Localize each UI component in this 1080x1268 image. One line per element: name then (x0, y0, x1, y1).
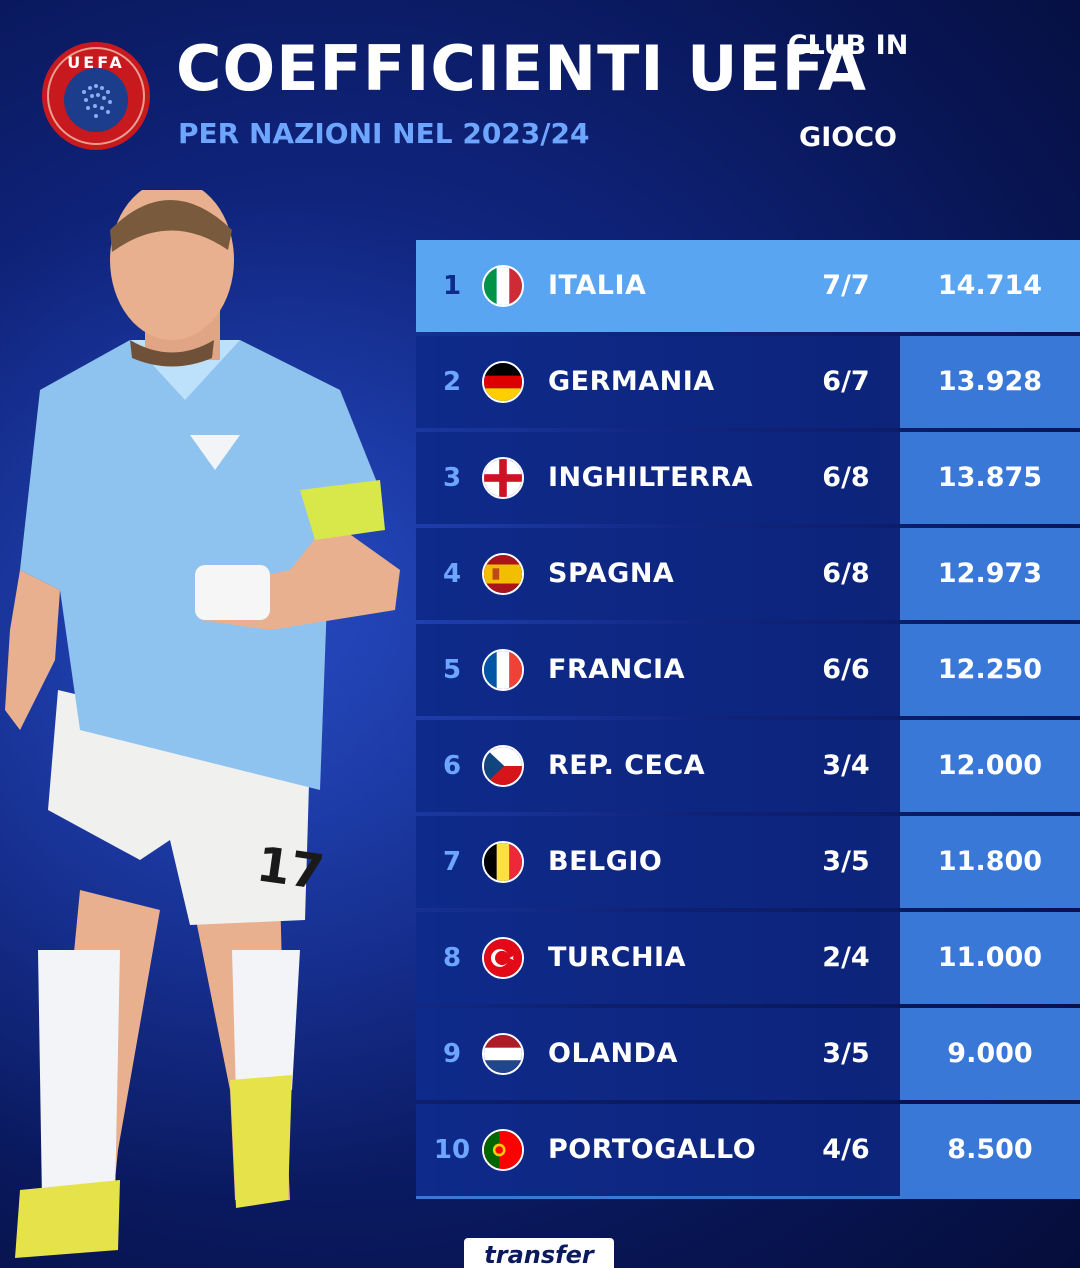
points-value: 11.800 (937, 846, 1043, 877)
clubs-in-play: 7/7 (822, 270, 870, 301)
portugal-flag-icon (482, 1129, 524, 1171)
svg-text:17: 17 (253, 836, 327, 901)
clubs-in-play: 3/4 (822, 750, 870, 781)
player-illustration: 17 (5, 190, 400, 1258)
england-flag-icon (482, 457, 524, 499)
points-cell-bg (900, 624, 1080, 716)
table-row: 7 BELGIO 3/5 11.800 (416, 816, 1080, 908)
points-value: 13.928 (937, 366, 1043, 397)
points-value: 14.714 (937, 270, 1043, 301)
rank-number: 2 (442, 367, 462, 397)
page-title: COEFFICIENTI UEFA (176, 32, 868, 105)
rank-number: 6 (442, 751, 462, 781)
spain-flag-icon (482, 553, 524, 595)
clubs-in-play: 6/8 (822, 558, 870, 589)
points-value: 11.000 (937, 942, 1043, 973)
column-header-clubs: CLUB IN GIOCO (787, 30, 909, 153)
country-name: ITALIA (548, 270, 647, 301)
germany-flag-icon (482, 361, 524, 403)
country-name: INGHILTERRA (548, 462, 754, 493)
table-row: 2 GERMANIA 6/7 13.928 (416, 336, 1080, 428)
rank-number: 8 (442, 943, 462, 973)
points-value: 13.875 (937, 462, 1043, 493)
table-row: 4 SPAGNA 6/8 12.973 (416, 528, 1080, 620)
uefa-logo: UEFA (42, 42, 150, 150)
table-row: 3 INGHILTERRA 6/8 13.875 (416, 432, 1080, 524)
france-flag-icon (482, 649, 524, 691)
country-name: TURCHIA (548, 942, 686, 973)
table-row: 9 OLANDA 3/5 9.000 (416, 1008, 1080, 1100)
points-value: 9.000 (947, 1038, 1033, 1069)
country-name: REP. CECA (548, 750, 706, 781)
table-row: 6 REP. CECA 3/4 12.000 (416, 720, 1080, 812)
points-value: 12.000 (937, 750, 1043, 781)
page-subtitle: PER NAZIONI NEL 2023/24 (178, 117, 590, 150)
clubs-in-play: 3/5 (822, 1038, 870, 1069)
points-cell-bg (900, 336, 1080, 428)
country-name: FRANCIA (548, 654, 685, 685)
belgium-flag-icon (482, 841, 524, 883)
rank-number: 7 (442, 847, 462, 877)
rank-number: 10 (433, 1135, 471, 1165)
country-name: PORTOGALLO (548, 1134, 757, 1165)
country-name: OLANDA (548, 1038, 678, 1069)
clubs-in-play: 6/6 (822, 654, 870, 685)
points-value: 8.500 (947, 1134, 1033, 1165)
country-name: SPAGNA (548, 558, 675, 589)
ranking-table: 1 ITALIA 7/7 14.714 2 GERMANIA 6/7 13.928 3 INGHI… (416, 240, 1080, 1200)
clubs-in-play: 6/7 (822, 366, 870, 397)
clubs-in-play: 2/4 (822, 942, 870, 973)
points-cell-bg (900, 816, 1080, 908)
table-row: 8 TURCHIA 2/4 11.000 (416, 912, 1080, 1004)
rank-number: 4 (442, 559, 462, 589)
points-cell-bg (900, 432, 1080, 524)
table-bottom-rule (416, 1196, 1080, 1199)
points-value: 12.250 (937, 654, 1043, 685)
country-name: GERMANIA (548, 366, 715, 397)
italy-flag-icon (482, 265, 524, 307)
country-name: BELGIO (548, 846, 663, 877)
points-cell-bg (900, 720, 1080, 812)
rank-number: 3 (442, 463, 462, 493)
rank-number: 9 (442, 1039, 462, 1069)
logo-text: UEFA (67, 53, 124, 72)
table-row: 5 FRANCIA 6/6 12.250 (416, 624, 1080, 716)
clubs-in-play: 3/5 (822, 846, 870, 877)
points-cell-bg (900, 1104, 1080, 1196)
points-cell-bg (900, 912, 1080, 1004)
table-row: 1 ITALIA 7/7 14.714 (416, 240, 1080, 332)
rank-number: 1 (442, 271, 462, 301)
points-cell-bg (900, 1008, 1080, 1100)
table-row: 10 PORTOGALLO 4/6 8.500 (416, 1104, 1080, 1196)
points-value: 12.973 (937, 558, 1043, 589)
czech-flag-icon (482, 745, 524, 787)
points-cell-bg (900, 528, 1080, 620)
brand-logo: transfer (464, 1238, 614, 1268)
clubs-in-play: 4/6 (822, 1134, 870, 1165)
rank-number: 5 (442, 655, 462, 685)
netherlands-flag-icon (482, 1033, 524, 1075)
turkey-flag-icon (482, 937, 524, 979)
clubs-in-play: 6/8 (822, 462, 870, 493)
